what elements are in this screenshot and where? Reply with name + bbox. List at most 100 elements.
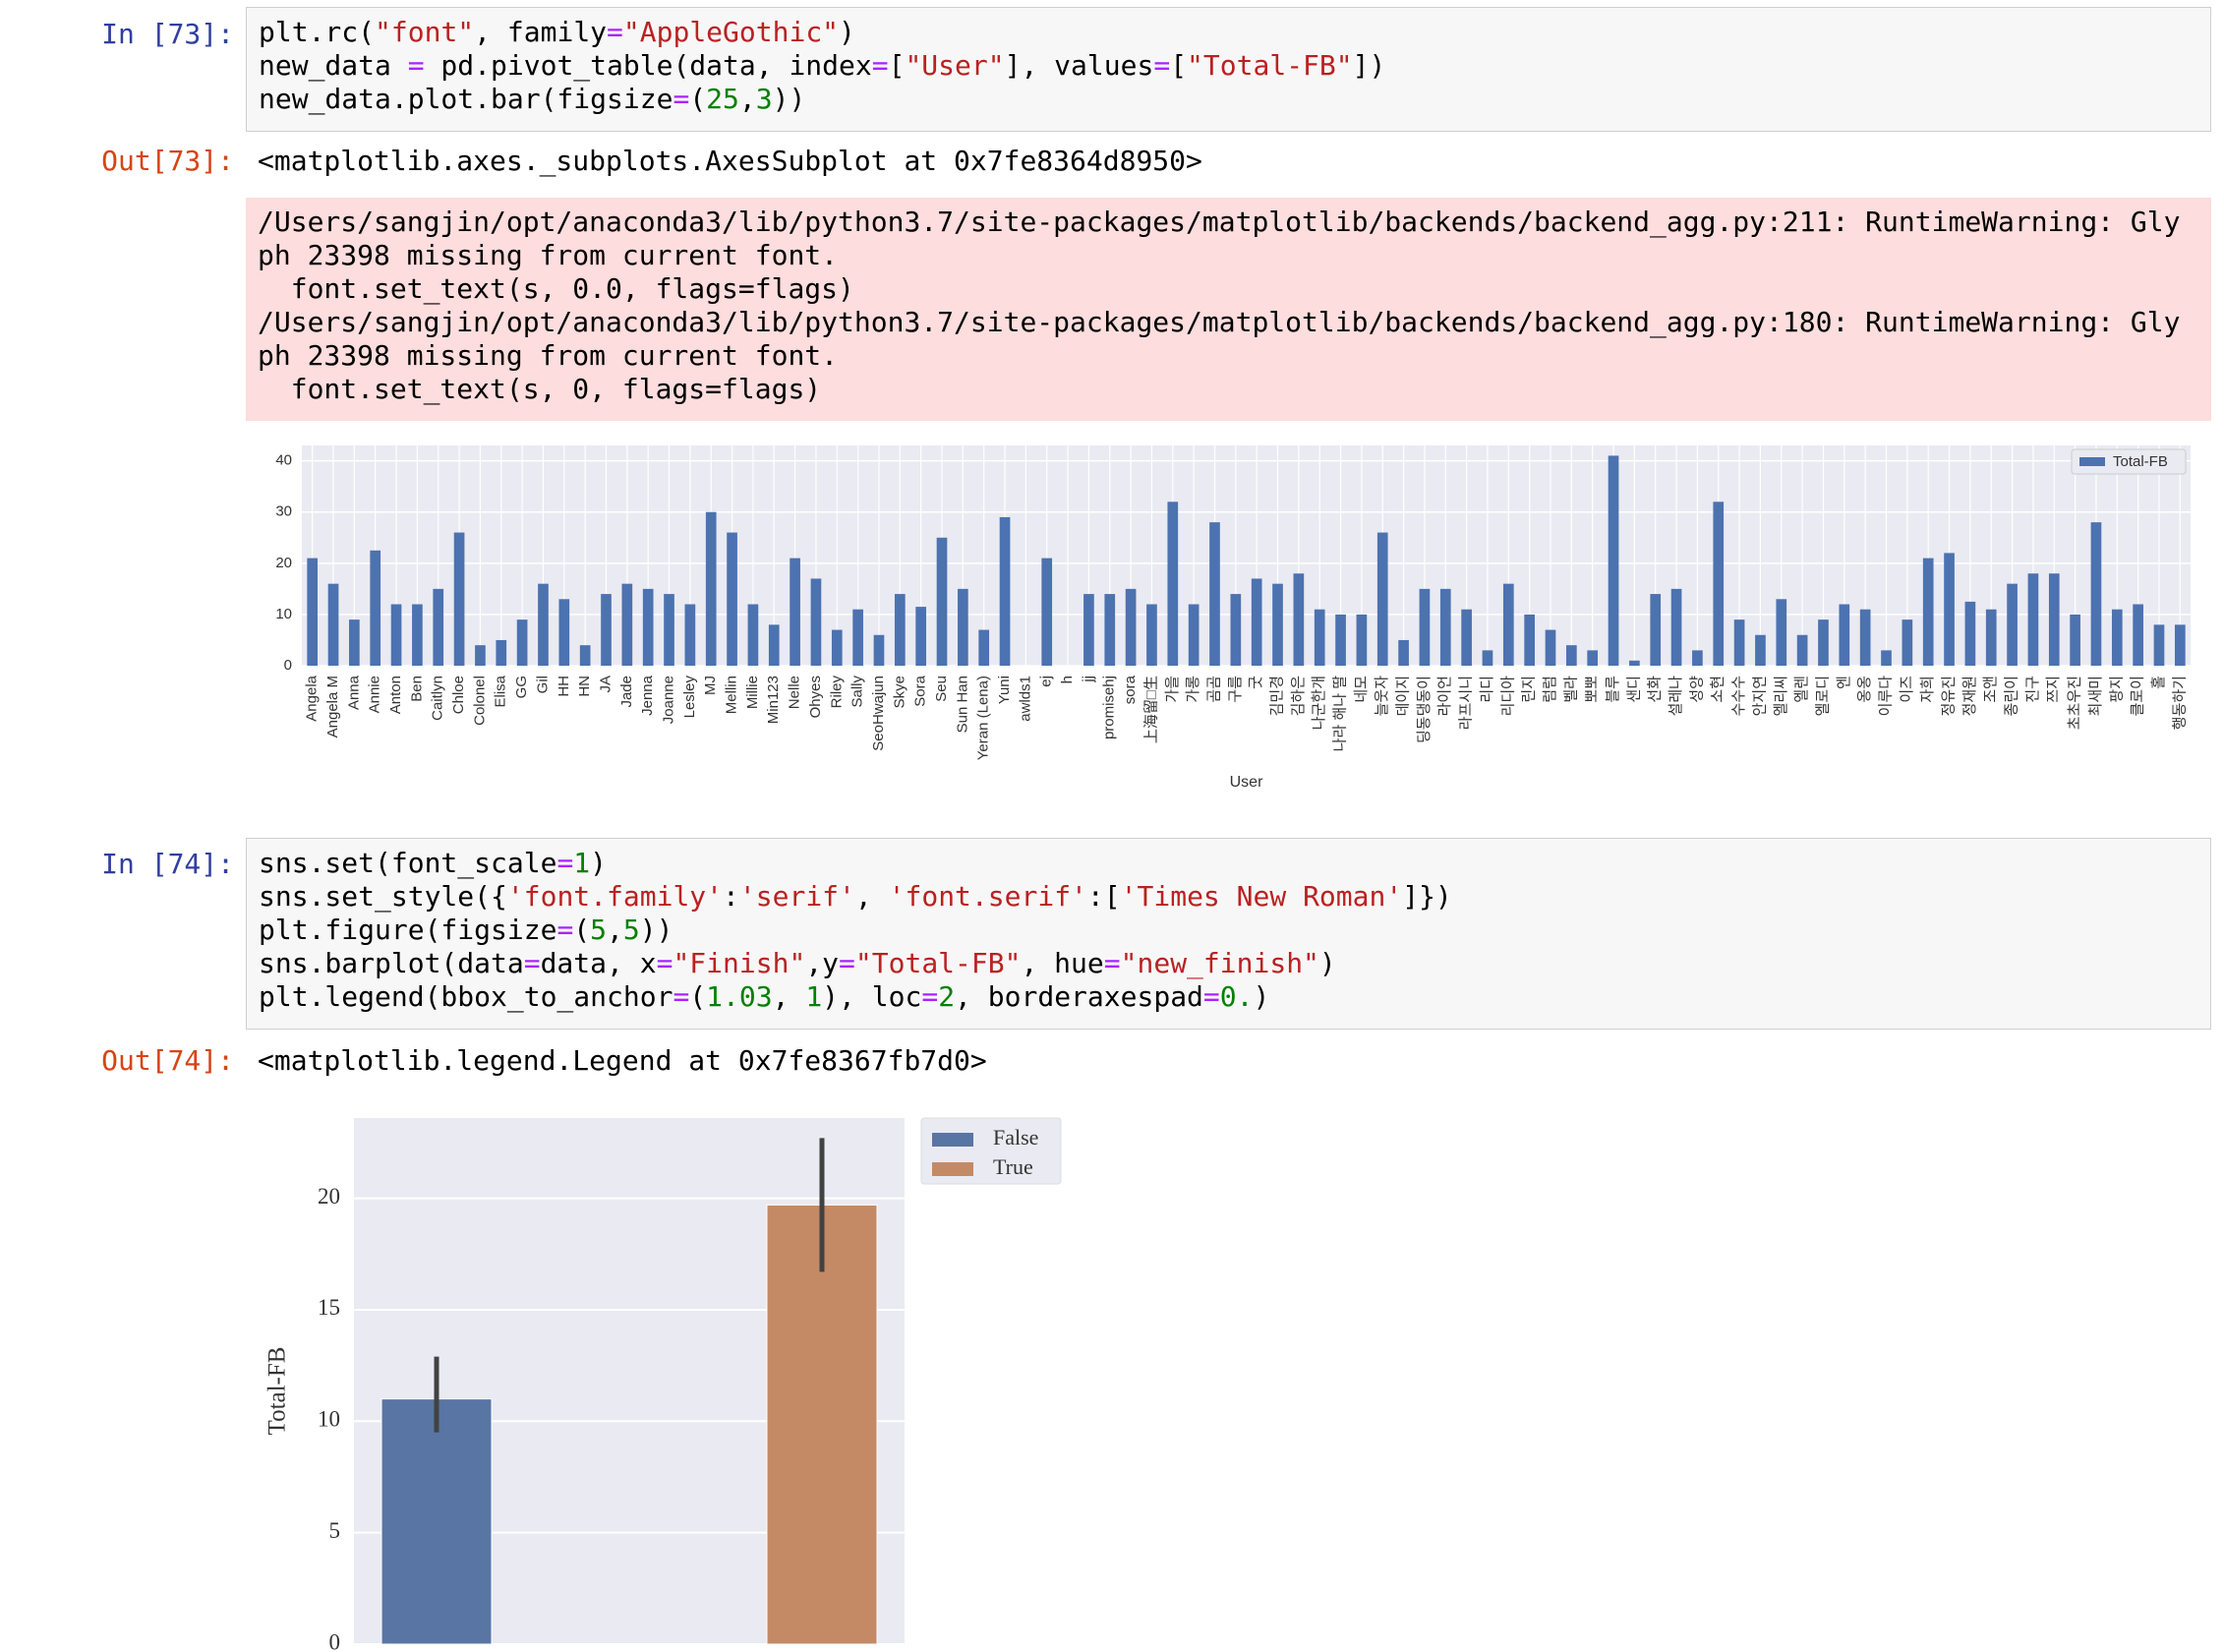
bar bbox=[705, 511, 717, 666]
x-tick-label: Jade bbox=[618, 676, 635, 708]
y-tick-label: 40 bbox=[275, 452, 292, 469]
bar bbox=[831, 629, 843, 666]
bar bbox=[412, 604, 423, 666]
code-line: new_data.plot.bar(figsize=(25,3)) bbox=[259, 83, 806, 115]
x-tick-label: Yuni bbox=[996, 676, 1013, 704]
bar bbox=[2070, 614, 2080, 666]
bar bbox=[1104, 594, 1116, 666]
bar bbox=[790, 558, 800, 666]
x-tick-label: 네모 bbox=[1353, 676, 1370, 703]
x-tick-label: JA bbox=[597, 676, 614, 693]
bar bbox=[1083, 594, 1094, 666]
bar bbox=[1692, 650, 1703, 666]
bar bbox=[579, 645, 591, 666]
x-tick-label: 라프시니 bbox=[1458, 676, 1475, 730]
code-line: plt.figure(figsize=(5,5)) bbox=[259, 914, 673, 946]
bar bbox=[327, 583, 339, 666]
y-tick-label: 15 bbox=[318, 1295, 340, 1320]
x-tick-label: 라이언 bbox=[1436, 676, 1453, 716]
bar bbox=[453, 532, 465, 666]
bar bbox=[1670, 588, 1682, 666]
output-text: <matplotlib.legend.Legend at 0x7fe8367fb… bbox=[258, 1044, 987, 1077]
x-tick-label: promisehj bbox=[1101, 676, 1118, 739]
x-tick-label: Min123 bbox=[765, 676, 782, 724]
bar bbox=[433, 588, 444, 666]
bar bbox=[496, 639, 507, 666]
x-tick-label: 이즈 bbox=[1899, 676, 1915, 703]
bar bbox=[1209, 522, 1220, 666]
x-tick-label: Lesley bbox=[681, 676, 698, 719]
x-tick-label: 가롱 bbox=[1185, 676, 1201, 703]
x-tick-label: 가을 bbox=[1164, 676, 1181, 703]
bar bbox=[2007, 583, 2018, 666]
x-tick-label: 럼럼 bbox=[1542, 676, 1558, 703]
bar bbox=[894, 594, 906, 666]
bar bbox=[1881, 650, 1892, 666]
x-tick-label: 자희 bbox=[1919, 676, 1936, 703]
x-tick-label: Jenna bbox=[639, 675, 656, 716]
bar bbox=[601, 594, 612, 666]
stderr-line: font.set_text(s, 0.0, flags=flags) bbox=[258, 272, 854, 305]
x-tick-label: Mellin bbox=[724, 676, 740, 714]
bar bbox=[1041, 558, 1053, 666]
x-tick-label: 선화 bbox=[1647, 676, 1664, 703]
bar bbox=[766, 1204, 878, 1645]
x-tick-label: 김하은 bbox=[1290, 676, 1307, 716]
bar bbox=[1251, 578, 1262, 666]
y-tick-label: 10 bbox=[275, 606, 292, 622]
bar bbox=[1293, 573, 1305, 666]
x-tick-label: 나군한개 bbox=[1311, 676, 1327, 730]
x-tick-label: 옹옹 bbox=[1856, 676, 1873, 703]
bar bbox=[1755, 634, 1766, 666]
bar bbox=[349, 620, 360, 666]
x-tick-label: 소현 bbox=[1710, 676, 1727, 703]
y-tick-label: 10 bbox=[318, 1407, 340, 1432]
out-prompt: Out[73]: bbox=[101, 145, 234, 177]
bar bbox=[1650, 594, 1662, 666]
bar bbox=[1859, 609, 1871, 666]
x-tick-label: ej bbox=[1038, 676, 1055, 687]
bar bbox=[852, 609, 863, 666]
code-line: plt.legend(bbox_to_anchor=(1.03, 1), loc… bbox=[259, 980, 1270, 1013]
stderr-line: font.set_text(s, 0, flags=flags) bbox=[258, 373, 822, 405]
x-tick-label: Anton bbox=[387, 676, 404, 714]
bar bbox=[475, 645, 486, 666]
bar bbox=[2027, 573, 2039, 666]
x-tick-label: 클로이 bbox=[2130, 676, 2146, 716]
bar bbox=[621, 583, 633, 666]
bar bbox=[999, 516, 1011, 666]
x-tick-label: 진구 bbox=[2024, 676, 2041, 703]
bar bbox=[664, 594, 674, 666]
bar bbox=[936, 537, 948, 666]
x-tick-label: 조앤 bbox=[1982, 676, 1999, 703]
x-tick-label: Gil bbox=[534, 676, 551, 693]
in-prompt: In [74]: bbox=[101, 848, 234, 880]
legend-label: False bbox=[993, 1125, 1038, 1150]
x-tick-label: 늘웃자 bbox=[1374, 676, 1390, 717]
x-tick-label: 구름 bbox=[1227, 676, 1244, 703]
bar bbox=[1461, 609, 1472, 666]
bar bbox=[307, 558, 319, 666]
x-tick-label: 정유진 bbox=[1941, 676, 1958, 716]
bar bbox=[1587, 650, 1599, 666]
x-tick-label: HH bbox=[556, 676, 572, 697]
x-tick-label: Riley bbox=[828, 676, 845, 709]
x-tick-label: 곰곰 bbox=[1205, 676, 1222, 703]
bar bbox=[915, 607, 926, 666]
stderr-line: /Users/sangjin/opt/anaconda3/lib/python3… bbox=[258, 306, 2181, 338]
bar bbox=[1839, 604, 1850, 666]
x-tick-label: HN bbox=[576, 676, 593, 697]
bar bbox=[1398, 639, 1409, 666]
code-line: sns.barplot(data=data, x="Finish",y="Tot… bbox=[259, 947, 1336, 979]
x-tick-label: 최새미 bbox=[2087, 676, 2104, 716]
legend-box bbox=[2071, 448, 2187, 475]
bar bbox=[1376, 532, 1388, 666]
bar bbox=[1230, 594, 1242, 666]
out-prompt: Out[74]: bbox=[101, 1044, 234, 1077]
x-tick-label: 이루다 bbox=[1877, 676, 1894, 717]
bar bbox=[1482, 650, 1493, 666]
bar bbox=[2048, 573, 2060, 666]
bar bbox=[1818, 620, 1829, 666]
x-tick-label: Yeran (Lena) bbox=[975, 676, 992, 760]
